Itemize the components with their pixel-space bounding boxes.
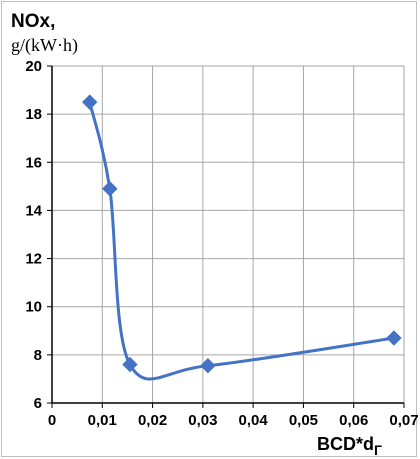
series-line <box>88 100 396 381</box>
x-tick-label: 0,03 <box>188 412 217 429</box>
y-tick-labels: 6 8 10 12 14 16 18 20 <box>25 58 42 412</box>
series-layer <box>82 94 402 381</box>
y-tick-label: 8 <box>34 347 42 364</box>
y-tick-label: 18 <box>25 106 42 123</box>
y-tick-label: 14 <box>25 202 42 219</box>
data-point-marker <box>200 357 216 374</box>
y-tick-label: 20 <box>25 58 42 75</box>
x-tick-label: 0 <box>48 412 56 429</box>
x-axis-label-main: BCD*d <box>317 434 374 454</box>
y-tick-label: 6 <box>34 395 42 412</box>
x-tick-label: 0,07 <box>389 412 418 429</box>
y-tick-label: 16 <box>25 154 42 171</box>
data-point-marker <box>386 330 402 346</box>
x-axis-label-subscript: Г <box>374 442 382 458</box>
data-point-marker <box>82 94 98 110</box>
data-point-marker <box>122 356 138 373</box>
x-tick-label: 0,04 <box>239 412 269 429</box>
x-tick-label: 0,06 <box>339 412 368 429</box>
y-tick-label: 12 <box>25 251 42 268</box>
axes <box>47 65 405 408</box>
x-tick-label: 0,01 <box>88 412 117 429</box>
data-point-marker <box>102 181 118 197</box>
x-axis-label: BCD*dГ <box>317 434 382 458</box>
x-tick-label: 0,02 <box>138 412 167 429</box>
y-axis-label: NOx, <box>11 11 55 32</box>
y-axis-unit: g/(kW·h) <box>11 35 78 56</box>
grid-lines <box>52 65 405 403</box>
x-tick-label: 0,05 <box>289 412 318 429</box>
x-tick-labels: 0 0,01 0,02 0,03 0,04 0,05 0,06 0,07 <box>48 412 419 429</box>
y-tick-label: 10 <box>25 299 42 316</box>
